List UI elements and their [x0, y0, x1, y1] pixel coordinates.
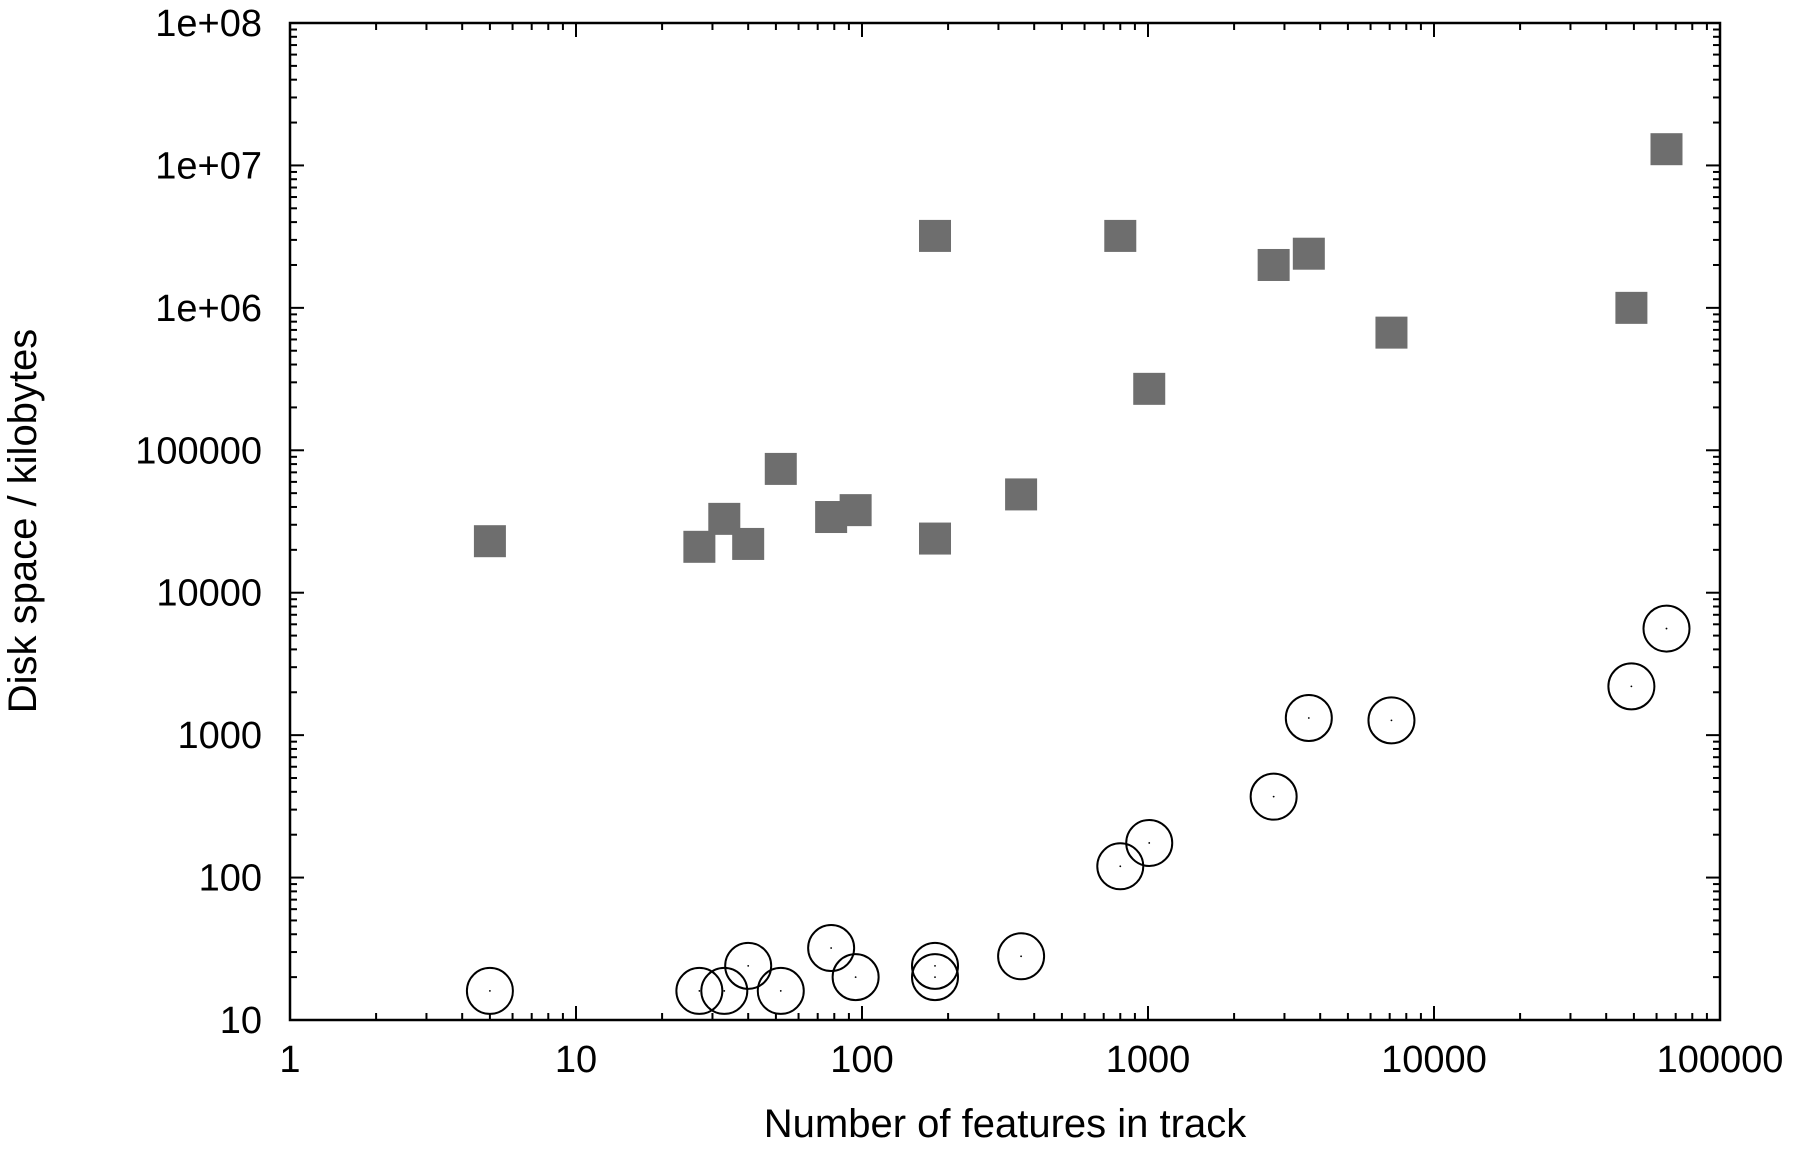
data-point-circle-center: [1020, 955, 1023, 958]
y-tick-label: 1e+08: [155, 3, 262, 45]
data-point-circle-center: [779, 990, 782, 992]
x-tick-label: 10: [555, 1039, 597, 1081]
data-point-square: [1292, 237, 1325, 270]
data-point-circle: [911, 941, 960, 990]
data-point-circle: [1367, 696, 1416, 745]
data-point-circle: [911, 953, 960, 1002]
data-point-circle: [997, 932, 1046, 981]
x-axis-title: Number of features in track: [764, 1102, 1247, 1146]
data-point-circle-center: [1390, 719, 1393, 722]
data-point-square: [1005, 478, 1038, 511]
x-tick-label: 1: [279, 1039, 300, 1081]
y-tick-label: 1e+07: [155, 145, 262, 187]
data-point-square: [919, 522, 952, 555]
x-tick-label: 100: [830, 1039, 893, 1081]
data-point-circle: [1284, 693, 1333, 742]
data-point-circle: [1642, 604, 1691, 653]
axis-ticks: 1 10 100 1000 10000 100000 10 100 1000 10000 10000…: [135, 3, 1783, 1081]
y-tick-label: 100000: [135, 430, 262, 472]
data-point-circle-center: [489, 990, 491, 992]
data-point-circle-center: [1307, 717, 1310, 719]
data-point-circle-center: [698, 990, 701, 992]
data-point-circle-center: [723, 990, 726, 992]
x-tick-label: 10000: [1381, 1039, 1487, 1081]
data-point-circle: [756, 966, 805, 1015]
data-point-circle-center: [1119, 865, 1122, 868]
y-tick-label: 10000: [156, 573, 262, 615]
data-point-square: [473, 525, 506, 558]
data-point-square: [1133, 372, 1166, 405]
data-point-square: [683, 530, 716, 563]
x-tick-label: 1000: [1106, 1039, 1191, 1081]
plot-frame: [288, 21, 1722, 1022]
data-point-square: [764, 452, 797, 485]
data-point-circle: [465, 966, 514, 1015]
x-tick-label: 100000: [1657, 1039, 1784, 1081]
data-point-square: [1615, 291, 1648, 324]
data-point-square: [839, 494, 872, 527]
y-tick-label: 1000: [177, 715, 262, 757]
data-point-square: [1375, 316, 1408, 349]
data-point-circle-center: [934, 976, 936, 979]
data-point-circle: [807, 924, 856, 973]
y-axis-title: Disk space / kilobytes: [1, 329, 45, 714]
data-point-circle-center: [1665, 627, 1668, 630]
data-point-circle-center: [934, 964, 936, 967]
data-point-circle: [675, 966, 724, 1015]
data-point-circle: [1607, 662, 1656, 711]
y-tick-label: 1e+06: [155, 288, 262, 330]
data-point-circle: [1125, 818, 1174, 867]
y-tick-label: 100: [199, 858, 262, 900]
data-point-circle-center: [1630, 685, 1633, 688]
data-point-square: [732, 527, 765, 560]
data-point-circle-center: [747, 964, 750, 967]
data-point-circle-center: [1272, 795, 1275, 798]
data-points: [465, 133, 1691, 1015]
data-point-circle-center: [854, 976, 857, 979]
data-point-circle-center: [1148, 842, 1151, 844]
data-point-square: [919, 219, 952, 252]
y-tick-label: 10: [220, 1000, 262, 1042]
data-point-circle: [1096, 842, 1145, 891]
data-point-circle: [831, 953, 880, 1002]
data-point-circle: [1249, 772, 1298, 821]
data-point-circle-center: [830, 947, 833, 949]
data-point-square: [1650, 133, 1683, 166]
data-point-square: [1104, 219, 1137, 252]
data-point-circle: [724, 941, 773, 990]
data-point-square: [1257, 248, 1290, 281]
